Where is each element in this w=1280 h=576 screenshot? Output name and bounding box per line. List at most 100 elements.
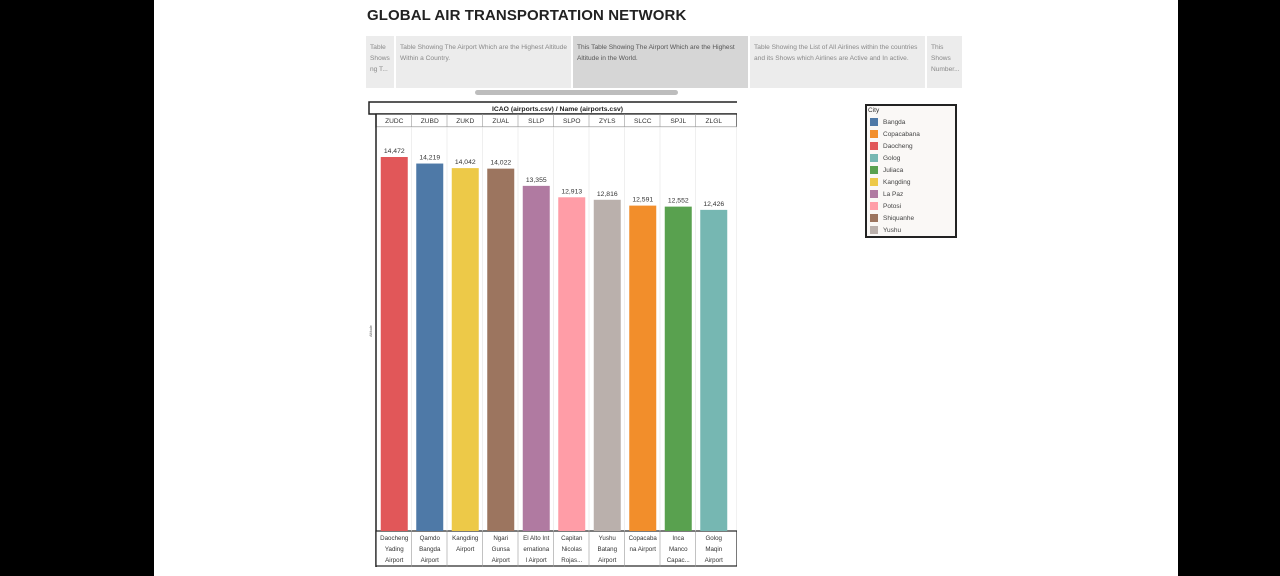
legend-item[interactable]: Copacabana — [867, 128, 955, 140]
airport-name-label: Qamdo — [420, 535, 441, 542]
legend-swatch — [870, 142, 878, 150]
legend-label: La Paz — [883, 190, 904, 198]
airport-name-label: Nicolas — [562, 546, 582, 553]
legend-label: Copacabana — [883, 130, 920, 138]
bar-value-label: 12,816 — [597, 191, 618, 198]
bar-value-label: 12,591 — [632, 197, 653, 204]
icao-tick-label: ZUBD — [421, 118, 439, 125]
bar — [487, 168, 515, 531]
legend-swatch — [870, 226, 878, 234]
airport-name-label: Golog — [705, 535, 722, 542]
legend-swatch — [870, 178, 878, 186]
bar — [380, 157, 408, 531]
icao-tick-label: ZLGL — [706, 118, 723, 125]
airport-name-label: Airport — [385, 557, 404, 564]
story-point-4[interactable]: Table Showing the List of All Airlines w… — [750, 36, 927, 88]
airport-name-label: Rojas... — [561, 557, 582, 564]
legend-swatch — [870, 190, 878, 198]
story-point-1[interactable]: Table Shows ng T... — [366, 36, 396, 88]
legend-swatch — [870, 202, 878, 210]
airport-name-label: Yading — [385, 546, 404, 553]
header-text: ICAO (airports.csv) / Name (airports.csv… — [492, 106, 623, 113]
bar-value-label: 12,552 — [668, 198, 689, 205]
airport-name-label: Airport — [598, 557, 617, 564]
bar-value-label: 13,355 — [526, 177, 547, 184]
legend-label: Kangding — [883, 178, 911, 186]
bar-value-label: 12,426 — [703, 201, 724, 208]
bar — [558, 197, 586, 531]
legend-label: Daocheng — [883, 142, 913, 150]
bar — [700, 209, 728, 531]
legend-item[interactable]: Bangda — [867, 116, 955, 128]
airport-name-label: Bangda — [419, 546, 441, 553]
airport-name-label: Airport — [421, 557, 440, 564]
legend-swatch — [870, 166, 878, 174]
bar-value-label: 14,042 — [455, 159, 476, 166]
chart-svg: ICAO (airports.csv) / Name (airports.csv… — [368, 101, 745, 567]
legend-item[interactable]: Yushu — [867, 224, 955, 236]
name-row-box — [375, 530, 738, 567]
bar — [629, 205, 657, 531]
bar — [522, 185, 550, 531]
legend-swatch — [870, 118, 878, 126]
airport-name-label: Airport — [705, 557, 724, 564]
bar-value-label: 14,219 — [419, 155, 440, 162]
airport-name-label: Capac... — [667, 557, 690, 564]
icao-tick-label: ZUDC — [385, 118, 404, 125]
legend-label: Bangda — [883, 118, 906, 126]
legend-item[interactable]: Daocheng — [867, 140, 955, 152]
legend-item[interactable]: Potosi — [867, 200, 955, 212]
airport-name-label: Ngari — [493, 535, 508, 542]
airport-name-label: Maqin — [705, 546, 722, 553]
airport-name-label: Daocheng — [380, 535, 409, 542]
airport-name-label: Manco — [669, 546, 688, 553]
legend-title: City — [868, 107, 880, 114]
icao-tick-label: SLPO — [563, 118, 581, 125]
legend-item[interactable]: Kangding — [867, 176, 955, 188]
story-point-5[interactable]: This Shows Number... — [927, 36, 964, 88]
airport-name-label: Batang — [597, 546, 617, 553]
legend-label: Potosi — [883, 202, 902, 210]
legend-label: Juliaca — [883, 166, 904, 174]
legend-swatch — [870, 130, 878, 138]
airport-name-label: Gunsa — [492, 546, 511, 553]
bar — [416, 163, 444, 532]
dashboard-title: GLOBAL AIR TRANSPORTATION NETWORK — [367, 7, 687, 24]
airport-name-label: ernationa — [523, 546, 549, 553]
icao-tick-label: ZYLS — [599, 118, 616, 125]
legend-item[interactable]: La Paz — [867, 188, 955, 200]
legend-label: Shiquanhe — [883, 214, 915, 222]
legend-items: Bangda Copacabana Daocheng Golog Juliaca Kang… — [867, 116, 955, 236]
airport-name-label: Capitan — [561, 535, 583, 542]
legend-swatch — [870, 214, 878, 222]
legend-item[interactable]: Juliaca — [867, 164, 955, 176]
story-navigator: Table Shows ng T... Table Showing The Air… — [366, 36, 964, 88]
icao-tick-label: ZUAL — [492, 118, 509, 125]
airport-name-label: Copacaba — [629, 535, 658, 542]
airport-name-label: Inca — [672, 535, 684, 542]
story-scrollbar[interactable] — [475, 90, 678, 95]
bar — [664, 206, 692, 531]
bar-value-label: 14,022 — [490, 160, 511, 167]
airport-name-label: Airport — [492, 557, 511, 564]
airport-name-label: Airport — [456, 546, 475, 553]
dashboard-page: GLOBAL AIR TRANSPORTATION NETWORK Table … — [154, 0, 1178, 576]
y-axis-label: Altitude — [369, 325, 373, 337]
icao-tick-label: SPJL — [670, 118, 686, 125]
bar — [451, 168, 479, 531]
color-legend: City Bangda Copacabana Daocheng Golog Juliac… — [865, 104, 957, 238]
legend-item[interactable]: Shiquanhe — [867, 212, 955, 224]
airport-name-label: Yushu — [599, 535, 617, 542]
story-point-3[interactable]: This Table Showing The Airport Which are… — [573, 36, 750, 88]
legend-label: Yushu — [883, 226, 902, 234]
airport-name-label: El Alto Int — [523, 535, 549, 542]
icao-tick-label: ZUKD — [456, 118, 474, 125]
legend-label: Golog — [883, 154, 901, 162]
bar-value-label: 12,913 — [561, 188, 582, 195]
bar — [593, 199, 621, 531]
story-point-2[interactable]: Table Showing The Airport Which are the … — [396, 36, 573, 88]
airport-name-label: na Airport — [630, 546, 657, 553]
legend-item[interactable]: Golog — [867, 152, 955, 164]
airport-name-label: Kangding — [452, 535, 479, 542]
airport-name-label: l Airport — [526, 557, 547, 564]
